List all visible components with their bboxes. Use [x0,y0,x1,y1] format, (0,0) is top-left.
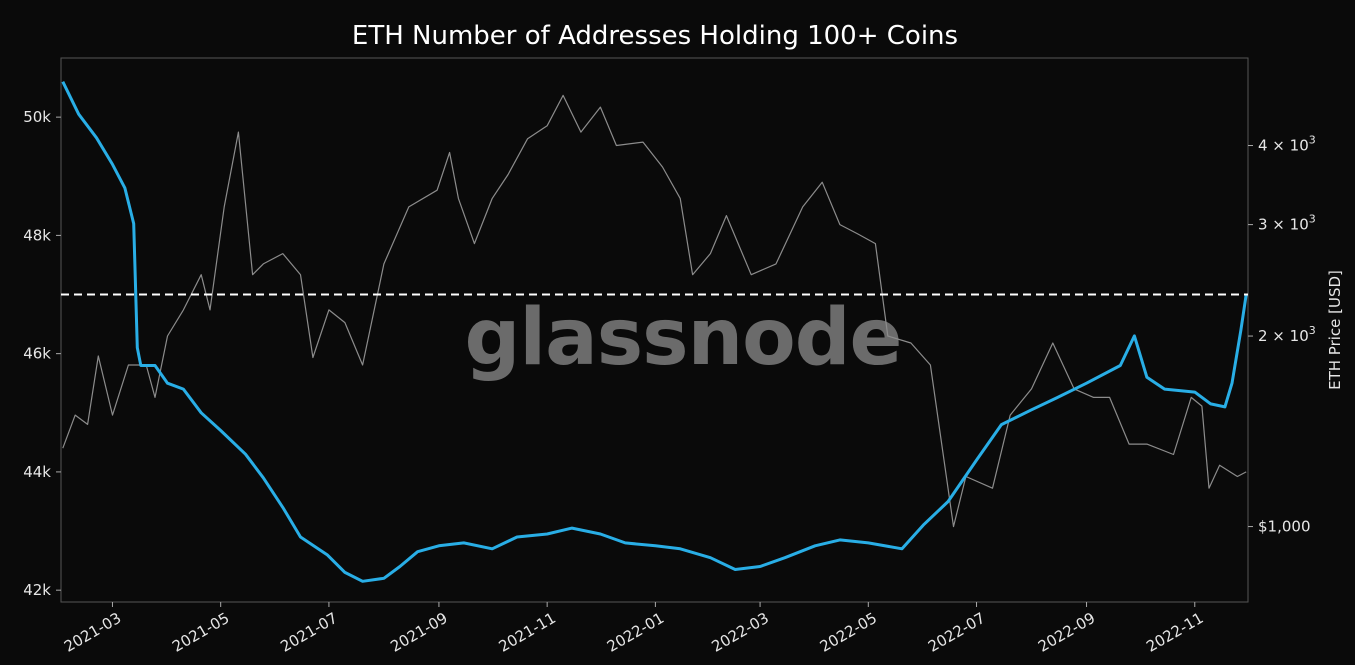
series-layer [61,81,1248,583]
left-tick-label: 44k [23,463,51,481]
right-tick-label: 2 × 103 [1258,324,1316,345]
addresses-line [61,81,1248,583]
left-tick-label: 50k [23,108,51,126]
plot-frame [60,57,1249,603]
eth-price-line [62,94,1247,528]
left-tick-label: 46k [23,345,51,363]
left-tick-label: 42k [23,581,51,599]
left-axis: 42k 44k 46k 48k 50k [23,108,61,599]
right-tick-label: $1,000 [1258,518,1311,536]
right-axis: $1,000 2 × 103 3 × 103 4 × 103 [1248,134,1316,536]
right-tick-label: 4 × 103 [1258,134,1316,155]
right-tick-label: 3 × 103 [1258,213,1316,234]
right-axis-title: ETH Price [USD] [1326,270,1344,390]
chart-title: ETH Number of Addresses Holding 100+ Coi… [352,21,958,51]
glassnode-watermark: glassnode [465,293,902,383]
left-tick-label: 48k [23,226,51,244]
